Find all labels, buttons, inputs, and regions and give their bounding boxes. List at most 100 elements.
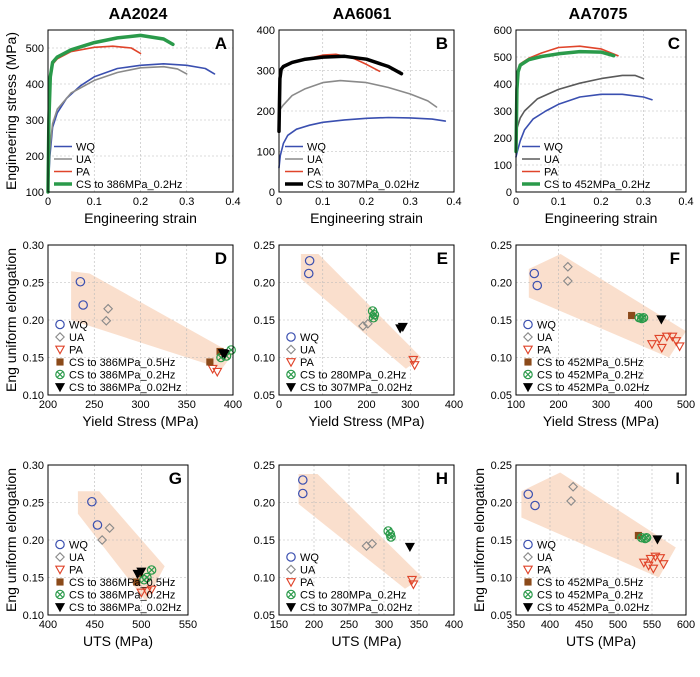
marker-i-s0-p1 bbox=[530, 500, 540, 511]
marker-d-s3-p0 bbox=[206, 358, 214, 366]
legend-label-f-2: PA bbox=[537, 345, 552, 357]
marker-h-s3-plegend bbox=[286, 589, 296, 600]
marker-g-s1-plegend bbox=[55, 552, 65, 562]
y-tick-label-f-3: 0.20 bbox=[491, 278, 512, 290]
legend-label-b-0: WQ bbox=[307, 142, 326, 154]
marker-e-s3-p2 bbox=[368, 312, 379, 323]
legend-label-c-3: CS to 452MPa_0.2Hz bbox=[544, 179, 650, 191]
marker-g-s4-p1 bbox=[142, 572, 152, 583]
y-tick-label-b-4: 400 bbox=[257, 25, 275, 37]
marker-h-s4-plegend bbox=[285, 603, 297, 613]
marker-f-s5-plegend bbox=[522, 383, 534, 393]
marker-i-s4-plegend bbox=[523, 589, 533, 600]
x-tick-label-b-1: 0.1 bbox=[315, 196, 330, 208]
legend-label-f-3: CS to 452MPa_0.5Hz bbox=[537, 357, 643, 369]
marker-d-s3-plegend bbox=[56, 358, 64, 366]
y-tick-label-i-2: 0.15 bbox=[491, 535, 512, 547]
marker-d-s4-plegend-ring bbox=[55, 369, 65, 380]
marker-e-s3-plegend bbox=[286, 369, 296, 380]
legend-label-b-3: CS to 307MPa_0.02Hz bbox=[307, 179, 420, 191]
legend-label-f-1: UA bbox=[537, 332, 553, 344]
marker-h-s0-plegend bbox=[286, 552, 296, 562]
panel-letter-i: I bbox=[675, 469, 680, 488]
y-tick-label-c-2: 200 bbox=[494, 133, 512, 145]
y-tick-label-g-1: 0.15 bbox=[23, 573, 44, 585]
legend-label-d-0: WQ bbox=[69, 320, 88, 332]
x-tick-label-d-3: 350 bbox=[178, 399, 196, 411]
marker-h-s3-p0-ring bbox=[383, 526, 393, 536]
marker-i-s4-p2 bbox=[641, 532, 652, 543]
panel-letter-f: F bbox=[670, 249, 680, 268]
series-line-a-1 bbox=[47, 65, 188, 193]
marker-f-s3-plegend bbox=[524, 358, 532, 366]
series-line-a-3 bbox=[46, 33, 175, 194]
legend-label-a-3: CS to 386MPa_0.2Hz bbox=[76, 179, 182, 191]
y-tick-label-d-4: 0.30 bbox=[23, 240, 44, 252]
marker-f-s1-plegend bbox=[523, 332, 533, 342]
y-tick-label-b-3: 300 bbox=[257, 66, 275, 78]
series-line-c-0 bbox=[515, 93, 653, 158]
marker-g-s4-p1-cross bbox=[143, 574, 151, 581]
x-tick-label-b-2: 0.2 bbox=[359, 196, 374, 208]
y-tick-label-i-1: 0.10 bbox=[491, 573, 512, 585]
column-title-aa7075: AA7075 bbox=[569, 6, 628, 23]
legend-label-d-2: PA bbox=[69, 345, 84, 357]
marker-g-s0-p1 bbox=[92, 520, 103, 530]
marker-h-s1-p1 bbox=[367, 538, 378, 549]
y-tick-label-i-0: 0.05 bbox=[491, 610, 512, 622]
marker-f-s2-p2 bbox=[661, 332, 673, 342]
y-tick-label-i-4: 0.25 bbox=[491, 460, 512, 472]
marker-f-s5-p0 bbox=[656, 315, 667, 325]
column-title-aa6061: AA6061 bbox=[333, 6, 392, 23]
x-tick-label-h-3: 300 bbox=[375, 619, 393, 631]
marker-i-s2-p6 bbox=[658, 560, 669, 570]
x-axis-label-f: Yield Stress (MPa) bbox=[543, 413, 659, 429]
trend-band-i bbox=[521, 472, 676, 578]
marker-f-s4-p2-cross bbox=[640, 314, 647, 322]
x-tick-label-e-1: 100 bbox=[314, 399, 332, 411]
y-tick-label-c-4: 400 bbox=[494, 79, 512, 91]
plot-frame-g bbox=[47, 464, 189, 616]
marker-i-s4-p2-ring bbox=[641, 532, 652, 543]
marker-e-s4-p1 bbox=[397, 322, 408, 332]
marker-f-s0-p1 bbox=[532, 280, 543, 291]
marker-g-s4-p2-cross bbox=[148, 566, 155, 574]
marker-g-s2-plegend bbox=[54, 565, 66, 575]
series-line-b-1 bbox=[278, 79, 438, 112]
y-axis-label-g: Eng uniform elongation bbox=[3, 468, 19, 612]
legend-label-i-3: CS to 452MPa_0.5Hz bbox=[537, 577, 643, 589]
marker-e-s1-plegend bbox=[286, 344, 296, 355]
x-tick-label-h-2: 250 bbox=[340, 619, 358, 631]
plot-frame-a bbox=[47, 29, 234, 193]
legend-label-e-4: CS to 307MPa_0.02Hz bbox=[300, 382, 413, 394]
x-tick-label-a-4: 0.4 bbox=[225, 196, 240, 208]
marker-e-s3-plegend-cross bbox=[287, 371, 295, 378]
plot-frame-b bbox=[278, 29, 455, 193]
marker-e-s3-p2-ring bbox=[368, 312, 379, 323]
x-tick-label-e-2: 200 bbox=[357, 399, 375, 411]
x-tick-label-h-0: 150 bbox=[270, 619, 288, 631]
y-tick-label-d-3: 0.25 bbox=[23, 278, 44, 290]
x-tick-label-a-3: 0.3 bbox=[179, 196, 194, 208]
legend-label-c-0: WQ bbox=[544, 142, 563, 154]
y-tick-label-g-2: 0.20 bbox=[23, 535, 44, 547]
panel-d: 200 250 300 350 400 0.10 0.15 0.20 0.25 0.30 D WQUA… bbox=[3, 240, 242, 429]
marker-f-s2-p6 bbox=[674, 342, 685, 352]
marker-g-s4-plegend bbox=[55, 589, 65, 600]
y-tick-label-h-2: 0.15 bbox=[254, 535, 275, 547]
y-axis-label-a: Engineering stress (MPa) bbox=[3, 32, 19, 190]
x-tick-label-h-4: 350 bbox=[410, 619, 428, 631]
x-tick-label-a-0: 0 bbox=[45, 196, 51, 208]
marker-h-s3-plegend-ring bbox=[286, 589, 296, 600]
x-tick-label-c-0: 0 bbox=[513, 196, 519, 208]
y-tick-label-d-0: 0.10 bbox=[23, 390, 44, 402]
legend-label-g-2: PA bbox=[69, 565, 84, 577]
marker-h-s0-p1 bbox=[297, 488, 308, 499]
y-tick-label-b-1: 100 bbox=[257, 147, 275, 159]
marker-d-s0-plegend bbox=[55, 319, 65, 330]
marker-i-s0-p0 bbox=[523, 489, 534, 500]
x-tick-label-a-1: 0.1 bbox=[87, 196, 102, 208]
marker-e-s1-p0 bbox=[358, 321, 368, 331]
legend-label-c-1: UA bbox=[544, 154, 560, 166]
